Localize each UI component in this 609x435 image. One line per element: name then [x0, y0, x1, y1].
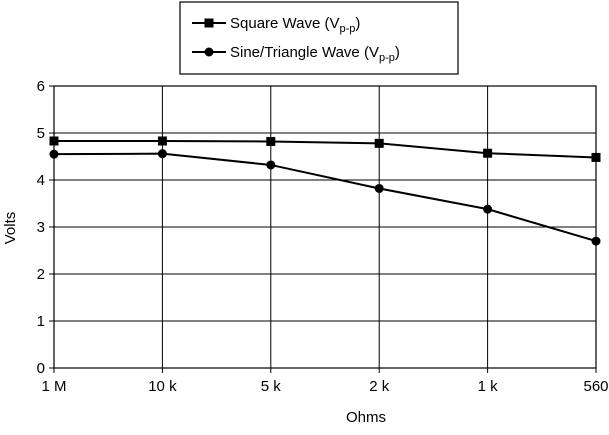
legend-square-marker	[204, 18, 214, 28]
x-tick-label: 560	[583, 378, 608, 395]
y-tick-label: 4	[37, 172, 45, 189]
series-1-point	[49, 136, 59, 146]
series-2-point	[591, 236, 601, 246]
y-tick-label: 0	[37, 360, 45, 377]
series-1-point	[374, 138, 384, 148]
plot-area: 0 1 2 3 4 5 6 1 M 10 k 5 k 2 k 1 k 560	[37, 78, 609, 395]
series-2-point	[374, 183, 384, 193]
series-line-1	[54, 139, 597, 159]
legend-label-main: Square Wave (V	[230, 15, 340, 32]
legend: Square Wave (Vp-p)Sine/Triangle Wave (Vp…	[179, 1, 459, 75]
series-1-point	[266, 136, 276, 146]
y-tick-label: 6	[37, 78, 45, 95]
series-1-point	[483, 148, 493, 158]
series-2-point	[49, 149, 59, 159]
y-tick-label: 5	[37, 125, 45, 142]
legend-label-tail: )	[355, 15, 360, 32]
y-tick-label: 2	[37, 266, 45, 283]
legend-entry: Square Wave (Vp-p)	[192, 15, 360, 35]
series-2-point	[157, 149, 167, 159]
x-axis-label: Ohms	[346, 409, 386, 426]
legend-label: Square Wave (Vp-p)	[230, 15, 360, 35]
series-line-2	[53, 152, 597, 243]
series-1-point	[157, 136, 167, 146]
legend-label-subscript: p-p	[340, 23, 356, 35]
series-2-point	[483, 204, 493, 214]
x-tick-label: 2 k	[369, 378, 390, 395]
legend-label-subscript: p-p	[379, 52, 395, 64]
x-tick-label: 1 k	[478, 378, 499, 395]
y-tick-label: 3	[37, 219, 45, 236]
x-tick-label: 5 k	[261, 378, 282, 395]
series-2-point	[266, 160, 276, 170]
legend-entry: Sine/Triangle Wave (Vp-p)	[192, 44, 400, 64]
x-tick-label: 1 M	[41, 378, 66, 395]
x-tick-label: 10 k	[148, 378, 177, 395]
plot-frame	[53, 85, 597, 369]
y-tick-label: 1	[37, 313, 45, 330]
legend-label-tail: )	[395, 44, 400, 61]
legend-box	[179, 1, 459, 75]
series-1-point	[591, 152, 601, 162]
legend-label-main: Sine/Triangle Wave (V	[230, 44, 379, 61]
legend-label: Sine/Triangle Wave (Vp-p)	[230, 44, 400, 64]
y-axis-label: Volts	[2, 212, 19, 245]
legend-circle-marker	[204, 47, 214, 57]
